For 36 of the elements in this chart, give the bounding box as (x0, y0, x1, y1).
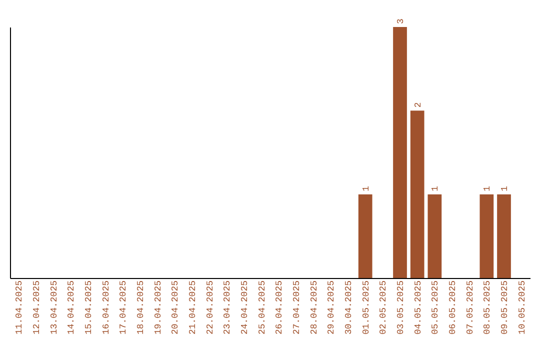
x-tick-label: 03.05.2025 (396, 280, 406, 335)
x-tick-label: 08.05.2025 (482, 280, 493, 335)
data-label: 1 (361, 186, 372, 192)
x-tick-label: 20.04.2025 (170, 280, 181, 335)
x-tick-label: 29.04.2025 (326, 280, 337, 335)
x-tick-label: 27.04.2025 (292, 280, 302, 335)
x-tick-label: 19.04.2025 (153, 280, 164, 335)
x-tick-label: 13.04.2025 (49, 280, 60, 335)
x-tick-label: 17.04.2025 (118, 280, 129, 335)
x-tick-label: 06.05.2025 (448, 280, 458, 335)
x-tick-label: 18.04.2025 (136, 280, 146, 335)
x-tick-label: 05.05.2025 (430, 280, 441, 335)
x-tick-label: 24.04.2025 (240, 280, 250, 335)
x-tick-label: 16.04.2025 (101, 280, 112, 335)
x-tick-label: 15.04.2025 (84, 280, 94, 335)
data-label: 2 (413, 102, 424, 108)
x-tick-label: 11.04.2025 (14, 280, 25, 335)
x-tick-label: 14.04.2025 (66, 280, 77, 335)
x-tick-label: 21.04.2025 (188, 280, 198, 335)
x-tick-label: 22.04.2025 (205, 280, 216, 335)
x-tick-label: 10.05.2025 (517, 280, 528, 335)
x-tick-label: 28.04.2025 (309, 280, 320, 335)
data-label: 1 (430, 186, 441, 192)
x-tick-label: 30.04.2025 (344, 280, 354, 335)
data-label: 1 (500, 186, 510, 192)
data-label: 3 (396, 18, 406, 24)
x-tick-label: 02.05.2025 (378, 280, 389, 335)
x-tick-label: 26.04.2025 (274, 280, 285, 335)
x-tick-label: 07.05.2025 (465, 280, 476, 335)
x-tick-label: 09.05.2025 (500, 280, 510, 335)
x-tick-label: 23.04.2025 (222, 280, 233, 335)
x-tick-label: 01.05.2025 (361, 280, 372, 335)
data-label: 1 (482, 186, 493, 192)
x-tick-label: 04.05.2025 (413, 280, 424, 335)
x-tick-label: 12.04.2025 (32, 280, 42, 335)
x-tick-label: 25.04.2025 (257, 280, 268, 335)
